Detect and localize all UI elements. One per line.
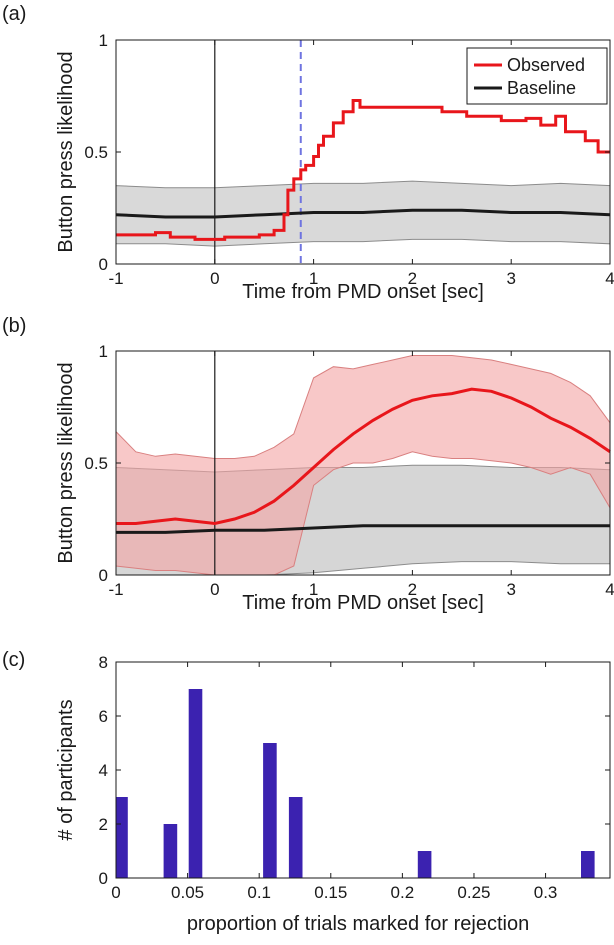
histogram-bar: [417, 851, 432, 878]
x-tick-label: 3: [506, 580, 515, 599]
x-tick-label: 0.15: [314, 883, 347, 902]
y-tick-label: 2: [99, 815, 108, 834]
y-tick-label: 0: [99, 566, 108, 585]
y-tick-label: 1: [99, 342, 108, 361]
baseline-line: [116, 524, 610, 534]
x-tick-label: 1: [309, 269, 318, 288]
x-tick-label: 1: [309, 580, 318, 599]
y-tick-label: 8: [99, 653, 108, 672]
x-tick-label: -1: [108, 269, 123, 288]
panel-label-c: (c): [2, 649, 25, 671]
y-tick-label: 0.5: [84, 143, 108, 162]
legend-box: [466, 47, 608, 105]
baseline-line: [115, 208, 611, 219]
legend-label-observed: Observed: [507, 55, 585, 75]
histogram-bar: [116, 797, 128, 878]
x-axis-label-b: Time from PMD onset [sec]: [242, 592, 484, 614]
y-tick-label: 6: [99, 707, 108, 726]
observed-line: [116, 99, 610, 241]
observed-line: [116, 387, 611, 526]
x-tick-label: 0.3: [534, 883, 558, 902]
y-axis-label-b: Button press likelihood: [55, 362, 77, 563]
confidence-bands-b: [115, 355, 611, 576]
lines-b: [116, 351, 611, 575]
x-tick-label: 3: [506, 269, 515, 288]
x-tick-label: 2: [408, 269, 417, 288]
x-tick-label: 0.2: [391, 883, 415, 902]
x-tick-label: 0.25: [457, 883, 490, 902]
lines-a: [115, 40, 611, 264]
axes-b: -1 0 1 2 3 400.51: [84, 342, 614, 599]
x-tick-label: 0: [210, 269, 219, 288]
x-tick-label: 0: [210, 580, 219, 599]
y-tick-label: 0.5: [84, 454, 108, 473]
x-axis-label-a: Time from PMD onset [sec]: [242, 281, 484, 303]
x-tick-label: 2: [408, 580, 417, 599]
x-tick-label: 4: [605, 580, 614, 599]
histogram-bar: [288, 797, 303, 878]
x-tick-label: 0.1: [247, 883, 271, 902]
histogram-bar: [263, 743, 277, 878]
x-tick-label: 4: [605, 269, 614, 288]
bars-c: [116, 689, 595, 878]
x-tick-label: -1: [108, 580, 123, 599]
y-axis-label-c: # of participants: [55, 699, 77, 840]
axes-a: -1 0 1 2 3 400.51: [84, 31, 614, 288]
y-tick-label: 0: [99, 869, 108, 888]
y-tick-label: 0: [99, 255, 108, 274]
panel-label-a: (a): [2, 3, 26, 25]
y-tick-label: 1: [99, 31, 108, 50]
y-axis-label-a: Button press likelihood: [55, 51, 77, 252]
legend-a: Observed Baseline: [466, 47, 608, 105]
x-tick-label: 0: [111, 883, 120, 902]
histogram-bar: [163, 824, 178, 878]
histogram-bar: [581, 851, 595, 878]
histogram-bar: [188, 689, 203, 878]
panel-label-b: (b): [2, 315, 26, 337]
panel-b-line-chart: -1 0 1 2 3 400.51 Button press likelihood Tim…: [55, 342, 614, 614]
axes-c: 0 0.05 0.1 0.15 0.2 0.25 0.3 0 2 4 6 8: [99, 653, 610, 902]
legend-label-baseline: Baseline: [507, 78, 576, 98]
panel-c-bar-chart: 0 0.05 0.1 0.15 0.2 0.25 0.3 0 2 4 6 8 # of partici…: [55, 653, 611, 935]
x-tick-label: 0.05: [171, 883, 204, 902]
y-tick-label: 4: [99, 761, 108, 780]
x-axis-label-c: proportion of trials marked for rejectio…: [187, 913, 529, 935]
panel-a-line-chart: -1 0 1 2 3 400.51 Button press likelihood Tim…: [55, 31, 614, 303]
